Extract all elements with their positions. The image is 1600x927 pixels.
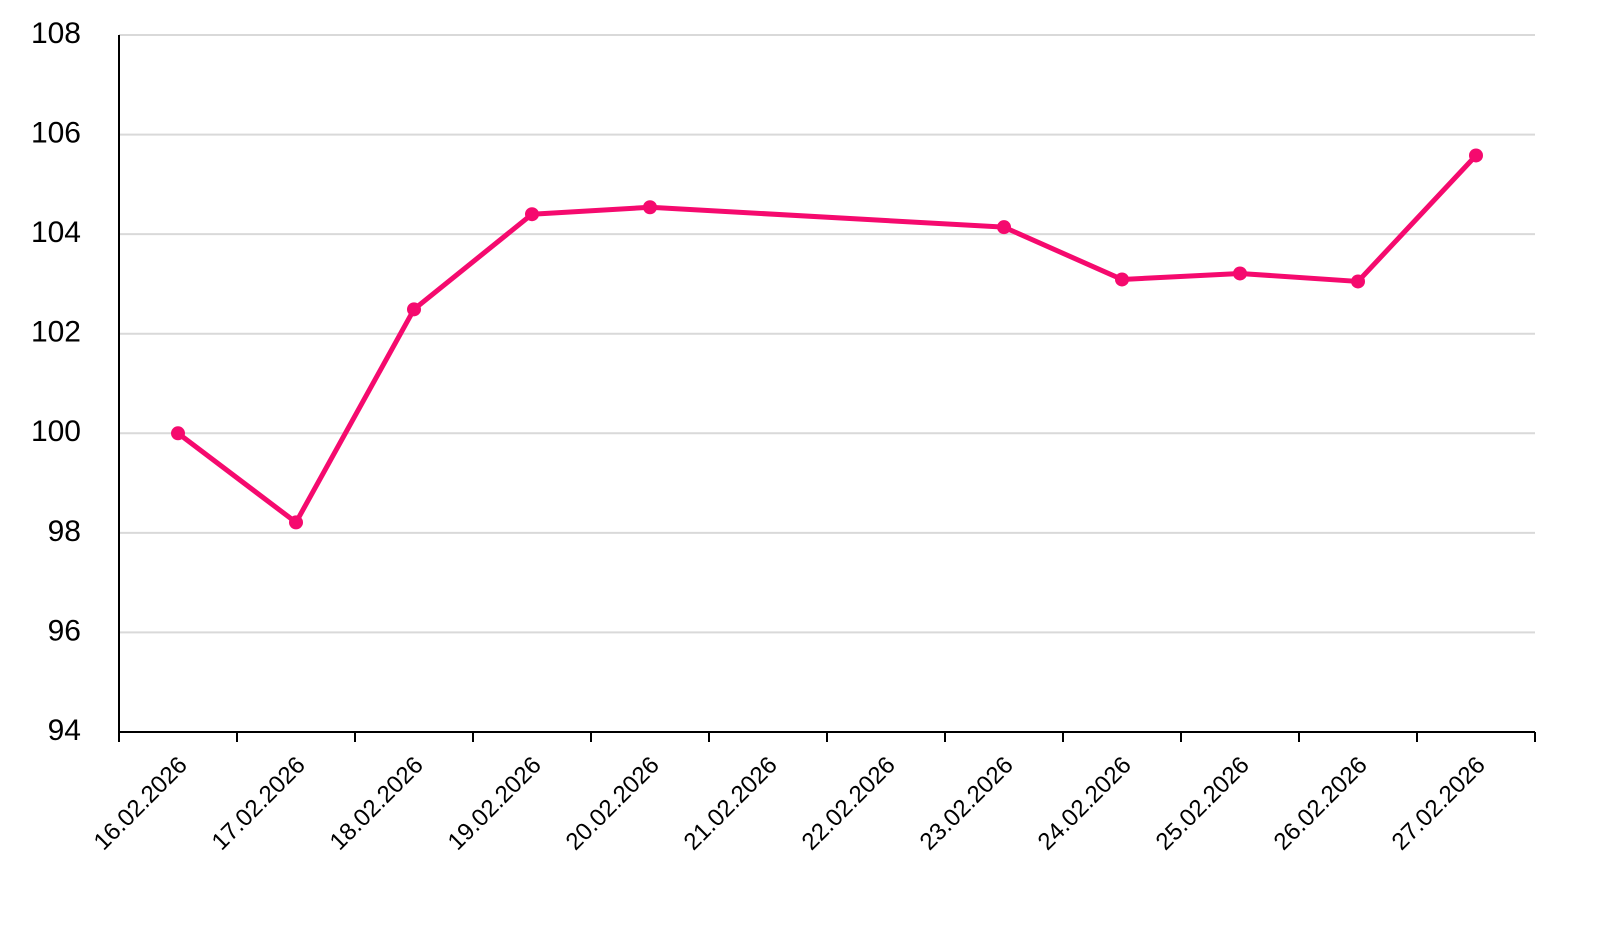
x-tick-label: 21.02.2026: [679, 752, 783, 856]
y-tick-label: 108: [31, 17, 81, 50]
y-tick-label: 102: [31, 316, 81, 349]
x-tick-label: 23.02.2026: [915, 752, 1019, 856]
data-point: [1115, 272, 1129, 287]
x-tick-label: 24.02.2026: [1033, 752, 1137, 856]
x-tick-label: 18.02.2026: [325, 752, 429, 856]
data-point: [289, 515, 303, 530]
data-point: [407, 302, 421, 317]
y-tick-label: 106: [31, 116, 81, 149]
y-tick-label: 104: [31, 216, 81, 249]
x-tick-label: 19.02.2026: [443, 752, 547, 856]
y-tick-label: 100: [31, 415, 81, 448]
y-tick-label: 94: [48, 714, 81, 747]
x-tick-label: 27.02.2026: [1387, 752, 1491, 856]
data-point: [171, 426, 185, 441]
data-point: [643, 200, 657, 215]
y-tick-label: 96: [48, 614, 81, 647]
series-line: [176, 153, 1478, 525]
x-tick-label: 25.02.2026: [1151, 752, 1255, 856]
data-point: [997, 220, 1011, 235]
x-tick-label: 26.02.2026: [1269, 752, 1373, 856]
data-point: [1469, 148, 1483, 163]
x-tick-label: 20.02.2026: [561, 752, 665, 856]
y-tick-label: 98: [48, 515, 81, 548]
data-point: [1233, 266, 1247, 281]
x-tick-label: 16.02.2026: [89, 752, 193, 856]
x-tick-label: 17.02.2026: [207, 752, 311, 856]
data-point: [525, 207, 539, 222]
x-tick-label: 22.02.2026: [797, 752, 901, 856]
data-point: [1351, 274, 1365, 289]
